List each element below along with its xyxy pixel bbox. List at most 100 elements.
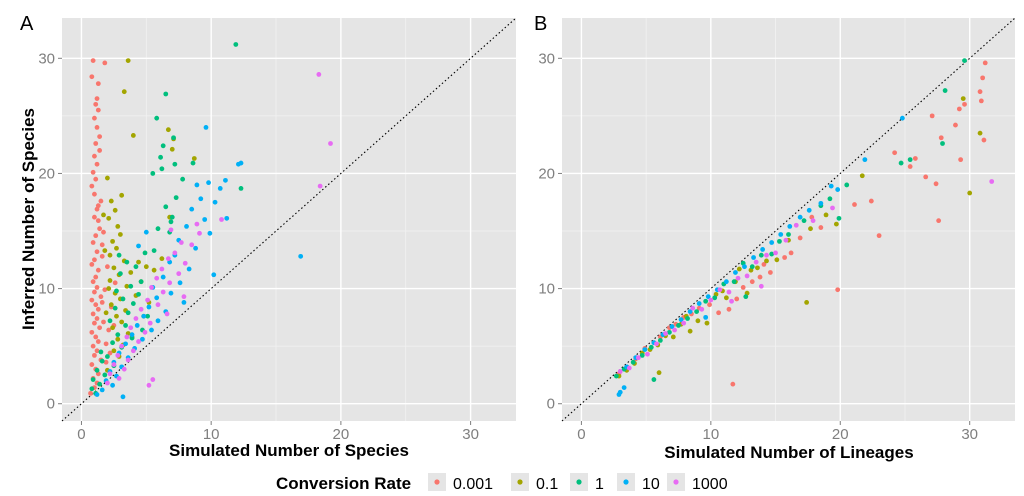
data-point [130, 348, 136, 354]
data-point [114, 313, 119, 319]
y-tick-label: 30 [538, 50, 555, 67]
data-point [95, 267, 101, 273]
data-point [102, 60, 108, 66]
data-point [189, 206, 195, 212]
data-point [167, 280, 173, 286]
data-point [172, 161, 178, 167]
data-point [88, 390, 93, 396]
data-point [154, 115, 160, 121]
data-point [835, 287, 841, 293]
data-point [621, 385, 627, 391]
data-point [942, 88, 948, 93]
data-point [859, 173, 865, 179]
data-point [836, 215, 842, 221]
data-point [178, 240, 184, 245]
data-point [90, 58, 96, 64]
data-point [699, 306, 705, 312]
data-point [960, 96, 966, 101]
panel-a-y-axis-title: Inferred Number of Species [19, 108, 38, 330]
data-point [92, 214, 97, 220]
data-point [93, 233, 99, 239]
data-point [923, 174, 929, 180]
data-point [97, 226, 103, 232]
data-point [94, 285, 100, 290]
data-point [182, 260, 188, 266]
data-point [160, 289, 166, 295]
data-point [168, 290, 174, 296]
data-point [194, 182, 200, 188]
y-tick-label: 10 [38, 281, 55, 298]
legend-title: Conversion Rate [276, 474, 411, 493]
panel-a-grid [62, 18, 516, 421]
data-point [681, 320, 687, 326]
data-point [729, 298, 734, 304]
data-point [95, 107, 101, 113]
data-point [184, 224, 189, 229]
panel-b-x-axis-title: Simulated Number of Lineages [664, 443, 913, 462]
data-point [171, 135, 176, 141]
data-point [806, 207, 812, 213]
data-point [810, 218, 816, 224]
data-point [147, 320, 153, 326]
data-point [793, 222, 799, 228]
data-point [125, 310, 131, 316]
data-point [112, 280, 118, 286]
data-point [107, 371, 113, 377]
data-point [120, 296, 126, 302]
data-point [786, 232, 791, 237]
data-point [110, 238, 115, 244]
data-point [165, 256, 171, 262]
data-point [705, 294, 711, 300]
data-point [740, 285, 746, 290]
data-point [117, 271, 123, 277]
data-point [755, 265, 760, 271]
data-point [155, 318, 161, 324]
data-point [98, 198, 104, 204]
data-point [111, 362, 117, 367]
data-point [160, 143, 166, 149]
data-point [90, 279, 96, 285]
data-point [123, 323, 128, 328]
data-point [833, 221, 839, 227]
legend-key-point [576, 479, 582, 485]
data-point [107, 252, 113, 258]
x-tick-label: 20 [832, 426, 849, 443]
data-point [95, 203, 101, 209]
data-point [613, 373, 619, 379]
data-point [121, 89, 127, 95]
data-point [106, 327, 112, 333]
data-point [708, 297, 714, 303]
data-point [94, 96, 100, 101]
data-point [703, 298, 709, 304]
data-point [830, 205, 835, 211]
data-point [717, 287, 723, 293]
data-point [769, 240, 775, 245]
data-point [316, 72, 322, 77]
data-point [159, 266, 165, 272]
data-point [317, 183, 323, 189]
data-point [181, 300, 187, 305]
data-point [101, 212, 106, 218]
data-point [89, 262, 95, 267]
legend-key-point [673, 479, 679, 485]
data-point [95, 81, 101, 87]
data-point [101, 229, 106, 235]
data-point [757, 274, 763, 280]
data-point [929, 113, 935, 119]
data-point [233, 42, 239, 47]
data-point [105, 175, 110, 181]
data-point [98, 294, 104, 300]
legend-key-point [434, 479, 440, 485]
data-point [90, 240, 96, 245]
data-point [835, 187, 841, 192]
data-point [94, 124, 100, 130]
data-point [165, 127, 171, 133]
data-point [207, 230, 213, 236]
data-point [173, 195, 179, 201]
data-point [136, 259, 141, 265]
data-point [121, 366, 127, 372]
data-point [97, 381, 103, 387]
data-point [190, 160, 196, 166]
data-point [89, 183, 95, 189]
